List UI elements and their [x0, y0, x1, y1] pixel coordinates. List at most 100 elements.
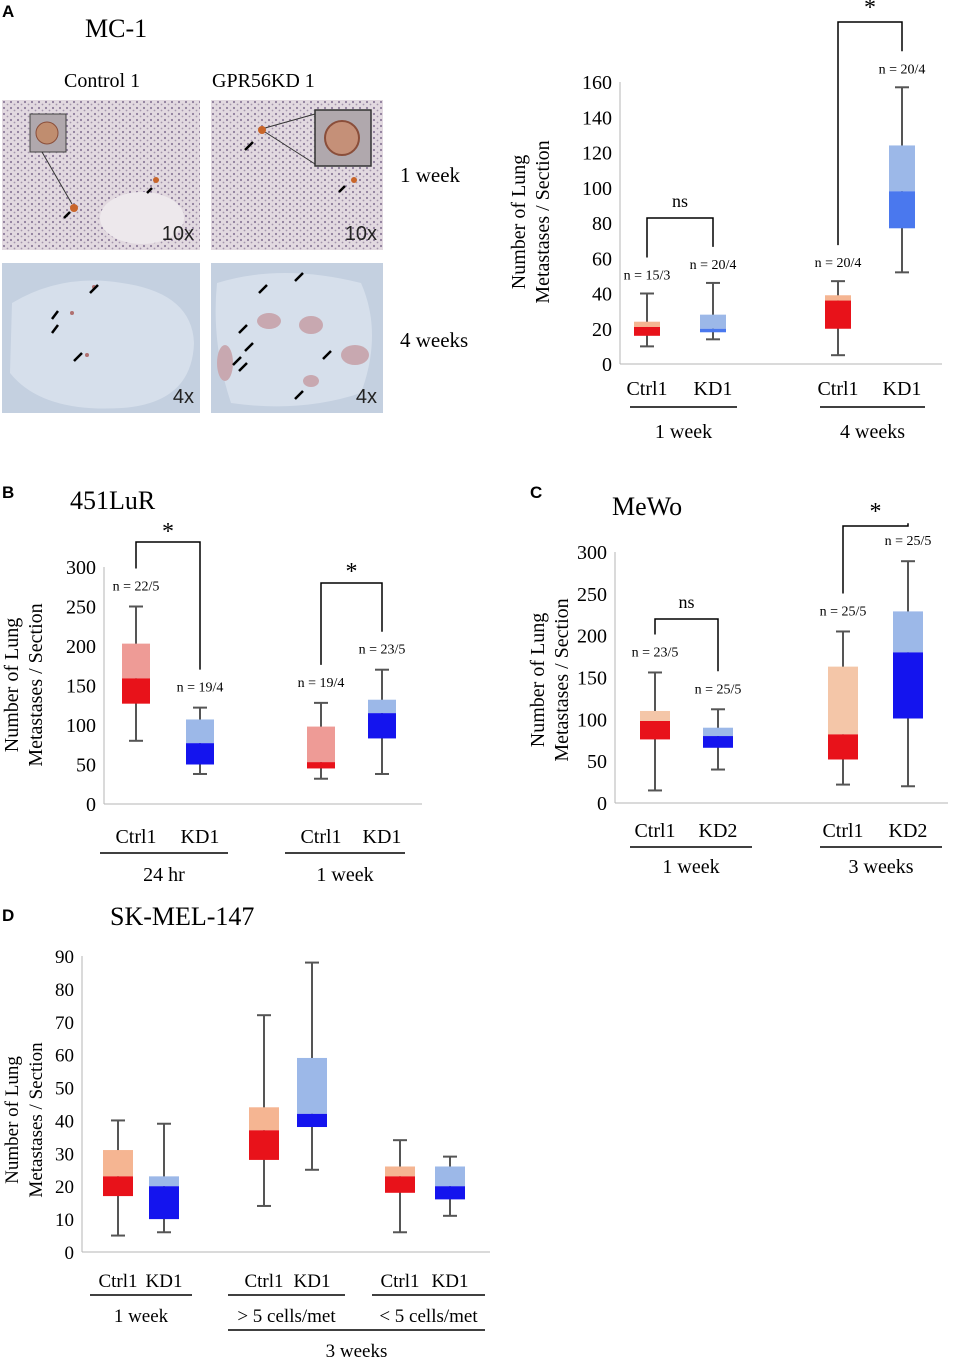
y-tick-label: 0	[86, 794, 96, 816]
box-upper	[122, 643, 150, 679]
y-tick-label: 120	[582, 143, 612, 165]
box-upper	[249, 1107, 279, 1131]
y-axis-title: Number of Lung Metastases / Section	[508, 140, 554, 303]
box-upper	[186, 719, 214, 744]
chart-b: 0 50 100 150 200 250 300 Number of Lung Metastas…	[1, 519, 422, 886]
y-tick-label: 0	[597, 793, 607, 815]
y-tick-label: 60	[55, 1046, 74, 1067]
x-tick-label: Ctrl1	[822, 820, 863, 842]
x-tick-label: Ctrl1	[115, 826, 156, 848]
y-axis-title: Number of Lung Metastases / Section	[2, 1042, 47, 1198]
micrograph-control-4weeks: 4x	[2, 263, 200, 413]
y-tick-label: 40	[592, 284, 612, 306]
box-lower	[122, 678, 150, 704]
y-axis-title: Number of Lung Metastases / Section	[1, 603, 47, 766]
group-label: 4 weeks	[840, 421, 905, 443]
box-lower	[103, 1176, 133, 1197]
box-upper	[640, 710, 670, 722]
box-upper	[825, 295, 851, 301]
x-tick-label: KD1	[694, 378, 733, 400]
significance-bracket	[837, 21, 903, 246]
box-upper	[700, 314, 726, 329]
y-tick-label: 200	[577, 626, 607, 648]
y-tick-label: 100	[577, 709, 607, 731]
y-tick-label: 80	[55, 980, 74, 1001]
mag-label: 10x	[161, 223, 194, 245]
significance-label: *	[346, 559, 358, 585]
box-upper	[149, 1176, 179, 1187]
y-tick-label: 10	[55, 1210, 74, 1231]
group-label: 1 week	[655, 421, 712, 443]
image-row2-time: 4 weeks	[400, 328, 469, 352]
box-lower	[828, 734, 858, 760]
micrograph-control-1week: 10x	[2, 100, 200, 250]
box-upper	[703, 727, 733, 737]
panel-d-cell-line: SK-MEL-147	[110, 902, 255, 931]
significance-label: ns	[672, 191, 688, 211]
image-row1-time: 1 week	[400, 163, 461, 187]
n-label: n = 25/5	[885, 534, 932, 549]
panel-c-cell-line: MeWo	[612, 492, 683, 521]
significance-bracket	[646, 217, 714, 258]
supergroup-label: 3 weeks	[326, 1341, 388, 1360]
panel-letter-a: A	[2, 2, 15, 21]
box-lower	[368, 713, 396, 739]
significance-label: *	[864, 0, 876, 21]
x-tick-label: KD1	[181, 826, 220, 848]
box-upper	[307, 726, 335, 763]
panel-letter-c: C	[530, 483, 543, 502]
panel-letter-b: B	[2, 483, 15, 502]
y-tick-label: 40	[55, 1111, 74, 1132]
group-label: > 5 cells/met	[237, 1306, 336, 1327]
significance-bracket	[320, 582, 383, 665]
y-tick-label: 300	[66, 557, 96, 579]
y-tick-label: 70	[55, 1013, 74, 1034]
y-tick-label: 140	[582, 107, 612, 129]
y-tick-label: 200	[66, 636, 96, 658]
group-label: 24 hr	[143, 864, 185, 886]
group-label: < 5 cells/met	[379, 1306, 478, 1327]
box-lower	[435, 1186, 465, 1200]
y-tick-label: 0	[602, 354, 612, 376]
y-tick-label: 90	[55, 947, 74, 968]
y-tick-label: 100	[66, 715, 96, 737]
significance-bracket	[842, 523, 909, 594]
chart-a: 0 20 40 60 80 100 120 140 160 Number of Lung Metas…	[508, 0, 942, 443]
n-label: n = 20/4	[690, 258, 737, 273]
x-tick-label: Ctrl1	[626, 378, 667, 400]
group-label: 1 week	[316, 864, 373, 886]
y-tick-label: 60	[592, 248, 612, 270]
box-lower	[297, 1113, 327, 1128]
y-tick-label: 80	[592, 213, 612, 235]
n-label: n = 15/3	[624, 269, 671, 284]
box-upper	[828, 666, 858, 735]
box-lower	[640, 721, 670, 740]
box-upper	[893, 611, 923, 653]
y-tick-label: 20	[55, 1177, 74, 1198]
y-tick-label: 160	[582, 72, 612, 94]
box-lower	[385, 1176, 415, 1193]
mag-label: 10x	[344, 223, 377, 245]
y-tick-label: 150	[66, 676, 96, 698]
box-lower	[186, 743, 214, 765]
box-upper	[103, 1150, 133, 1177]
x-tick-label: KD1	[883, 378, 922, 400]
mag-label: 4x	[355, 386, 377, 408]
group-label: 3 weeks	[849, 856, 914, 878]
x-tick-label: Ctrl1	[380, 1271, 419, 1292]
box-upper	[368, 699, 396, 714]
significance-bracket	[654, 618, 719, 672]
n-label: n = 22/5	[113, 580, 160, 595]
box-lower	[703, 736, 733, 748]
box-upper	[889, 145, 915, 192]
box-lower	[825, 300, 851, 329]
box-lower	[700, 328, 726, 333]
kd-image-label: GPR56KD 1	[212, 70, 315, 92]
box-lower	[249, 1130, 279, 1160]
significance-label: ns	[678, 592, 694, 612]
x-tick-label: KD1	[146, 1271, 183, 1292]
n-label: n = 19/4	[177, 681, 224, 696]
x-tick-label: Ctrl1	[244, 1271, 283, 1292]
x-tick-label: Ctrl1	[98, 1271, 137, 1292]
chart-c: 0 50 100 150 200 250 300 Number of Lung Metastas…	[527, 499, 948, 878]
